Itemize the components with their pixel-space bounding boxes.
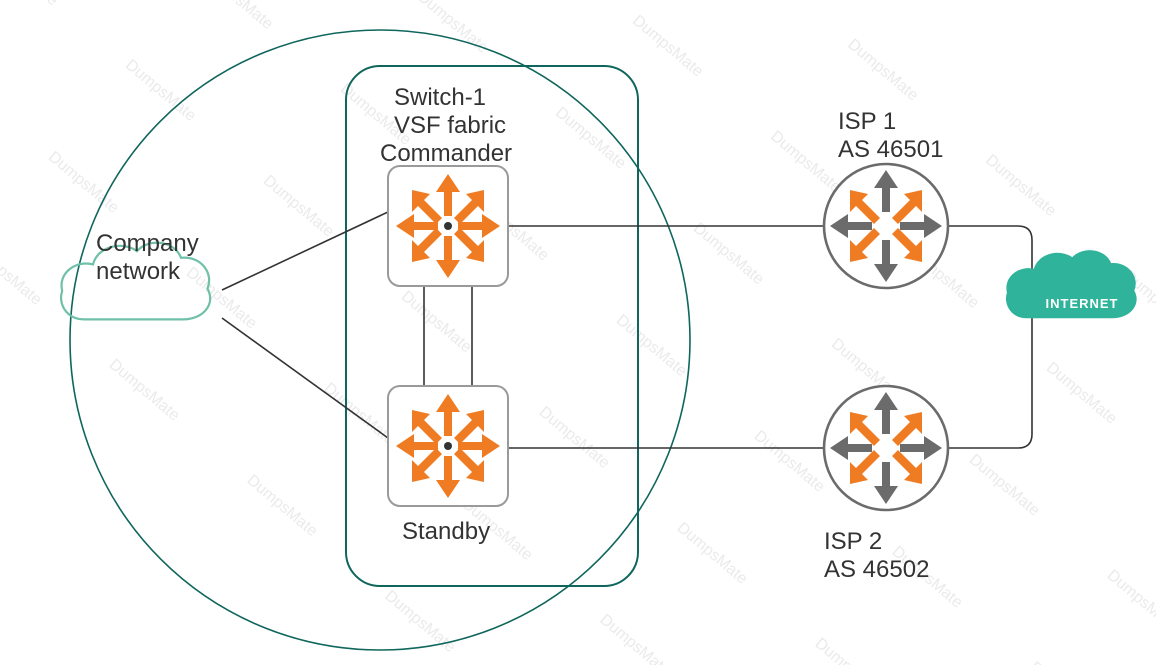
svg-text:DumpsMate: DumpsMate bbox=[596, 611, 673, 665]
diagram-stage: DumpsMateDumpsMateDumpsMateDumpsMateDump… bbox=[0, 0, 1156, 665]
company-label-line2: network bbox=[96, 258, 180, 286]
svg-text:DumpsMate: DumpsMate bbox=[613, 312, 690, 381]
svg-text:DumpsMate: DumpsMate bbox=[199, 0, 276, 33]
isp1-router-icon bbox=[824, 164, 948, 288]
svg-text:DumpsMate: DumpsMate bbox=[321, 380, 398, 449]
svg-text:DumpsMate: DumpsMate bbox=[767, 128, 844, 197]
watermark-layer: DumpsMateDumpsMateDumpsMateDumpsMateDump… bbox=[0, 0, 1156, 665]
isp2-label-line1: ISP 2 bbox=[824, 528, 882, 556]
svg-text:DumpsMate: DumpsMate bbox=[0, 0, 61, 9]
svg-text:DumpsMate: DumpsMate bbox=[1104, 567, 1156, 636]
isp2-label-line2: AS 46502 bbox=[824, 556, 929, 584]
isp1-label-line2: AS 46501 bbox=[838, 136, 943, 164]
isp2-router-icon bbox=[824, 386, 948, 510]
commander-switch-icon bbox=[388, 166, 508, 286]
svg-text:DumpsMate: DumpsMate bbox=[674, 519, 751, 588]
svg-text:DumpsMate: DumpsMate bbox=[1043, 359, 1120, 428]
svg-text:DumpsMate: DumpsMate bbox=[244, 472, 321, 541]
standby-label: Standby bbox=[402, 518, 490, 546]
svg-text:DumpsMate: DumpsMate bbox=[811, 635, 888, 665]
switch-title-line2: VSF fabric bbox=[394, 112, 506, 140]
diagram-svg: DumpsMateDumpsMateDumpsMateDumpsMateDump… bbox=[0, 0, 1156, 665]
svg-text:DumpsMate: DumpsMate bbox=[398, 288, 475, 357]
svg-text:DumpsMate: DumpsMate bbox=[690, 220, 767, 289]
svg-text:DumpsMate: DumpsMate bbox=[45, 148, 122, 217]
svg-text:DumpsMate: DumpsMate bbox=[414, 0, 491, 57]
svg-text:DumpsMate: DumpsMate bbox=[122, 56, 199, 125]
svg-text:DumpsMate: DumpsMate bbox=[536, 404, 613, 473]
svg-text:DumpsMate: DumpsMate bbox=[1027, 659, 1104, 665]
svg-text:DumpsMate: DumpsMate bbox=[966, 451, 1043, 520]
company-label-line1: Company bbox=[96, 230, 199, 258]
internet-label: INTERNET bbox=[1046, 296, 1119, 311]
svg-text:DumpsMate: DumpsMate bbox=[0, 240, 45, 309]
svg-text:DumpsMate: DumpsMate bbox=[260, 172, 337, 241]
commander-label: Commander bbox=[380, 140, 512, 168]
standby-switch-icon bbox=[388, 386, 508, 506]
svg-text:DumpsMate: DumpsMate bbox=[629, 12, 706, 81]
svg-text:DumpsMate: DumpsMate bbox=[552, 104, 629, 173]
svg-text:DumpsMate: DumpsMate bbox=[844, 36, 921, 105]
svg-text:DumpsMate: DumpsMate bbox=[381, 587, 458, 656]
svg-text:DumpsMate: DumpsMate bbox=[751, 427, 828, 496]
svg-text:DumpsMate: DumpsMate bbox=[183, 264, 260, 333]
switch-title-line1: Switch-1 bbox=[394, 84, 486, 112]
svg-text:DumpsMate: DumpsMate bbox=[982, 152, 1059, 221]
svg-text:DumpsMate: DumpsMate bbox=[106, 356, 183, 425]
isp1-label-line1: ISP 1 bbox=[838, 108, 896, 136]
